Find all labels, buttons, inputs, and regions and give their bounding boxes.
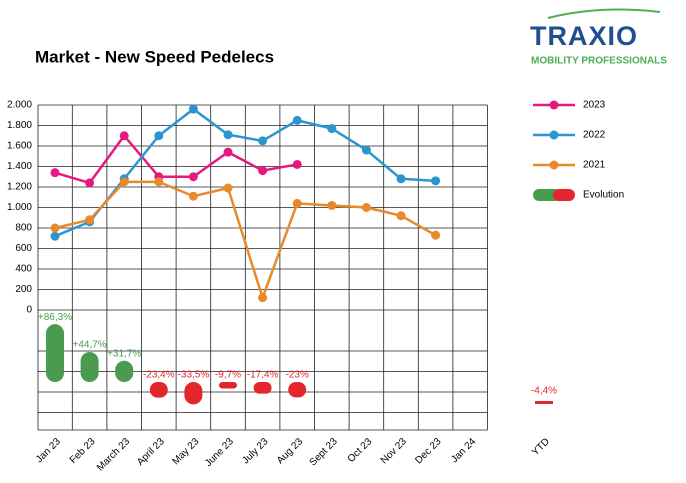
y-tick-label: 2.000	[7, 100, 32, 111]
evolution-label: -33,5%	[178, 370, 210, 381]
logo: TRAXIO MOBILITY PROFESSIONALS	[530, 8, 667, 67]
series-marker	[223, 147, 233, 157]
series-marker	[258, 136, 268, 146]
series-line	[54, 133, 298, 185]
evolution-bar	[46, 324, 64, 382]
evolution-label: -9,7%	[215, 370, 241, 381]
series-marker	[361, 145, 371, 155]
evolution-label: -23%	[286, 370, 309, 381]
series-marker	[292, 115, 302, 125]
series-marker	[50, 168, 60, 178]
y-tick-label: 1.000	[7, 202, 32, 213]
series-marker	[223, 183, 233, 193]
legend-label: 2021	[583, 160, 606, 171]
y-tick-label: 1.600	[7, 141, 32, 152]
evolution-bar	[115, 360, 134, 382]
legend-label: 2022	[583, 130, 606, 141]
x-tick-label: Jan 24	[449, 436, 478, 465]
evolution-bar	[253, 382, 272, 394]
evolution-bar	[288, 382, 307, 398]
series-marker	[292, 159, 302, 169]
legend-label: 2023	[583, 100, 606, 111]
series-marker	[119, 131, 129, 141]
series-marker	[223, 130, 233, 140]
evolution-bar	[149, 382, 168, 398]
evolution-label: -17,4%	[247, 370, 279, 381]
y-tick-label: 400	[15, 264, 32, 275]
evolution-label: +86,3%	[38, 312, 72, 323]
y-tick-label: 600	[15, 243, 32, 254]
x-tick-label: Feb 23	[68, 436, 98, 466]
series-marker	[258, 293, 268, 303]
x-tick-label: Oct 23	[346, 436, 375, 465]
x-tick-label: March 23	[95, 436, 133, 474]
y-tick-label: 800	[15, 223, 32, 234]
series-line	[54, 180, 437, 302]
series-marker	[119, 177, 129, 187]
y-tick-label: 1.200	[7, 182, 32, 193]
series-marker	[188, 191, 198, 201]
x-tick-label: Nov 23	[379, 436, 409, 466]
legend-marker	[549, 100, 559, 110]
y-tick-label: 200	[15, 284, 32, 295]
ytd-label: YTD	[530, 436, 552, 458]
series-marker	[85, 178, 95, 188]
legend-label: Evolution	[583, 190, 624, 201]
evolution-bar	[80, 352, 99, 382]
series-marker	[188, 104, 198, 114]
evolution-bar	[184, 382, 203, 405]
x-tick-label: June 23	[203, 436, 236, 469]
logo-swoosh	[547, 8, 661, 19]
series-line	[54, 107, 436, 238]
ytd-value-label: -4,4%	[531, 386, 557, 397]
series-marker	[431, 176, 441, 186]
x-tick-label: Sept 23	[308, 436, 340, 468]
series-marker	[396, 174, 406, 184]
logo-name: TRAXIO	[530, 21, 638, 51]
x-tick-label: Dec 23	[413, 436, 443, 466]
legend-marker	[549, 130, 559, 140]
evolution-label: -23,4%	[143, 370, 175, 381]
logo-tagline: MOBILITY PROFESSIONALS	[531, 56, 667, 67]
series-marker	[85, 215, 95, 225]
ytd-bar	[535, 401, 553, 404]
series-marker	[327, 124, 337, 134]
series-marker	[431, 230, 441, 240]
x-tick-label: Aug 23	[275, 436, 305, 466]
x-tick-label: April 23	[135, 436, 167, 468]
y-tick-label: 0	[26, 305, 32, 316]
evolution-label: +44,7%	[72, 340, 106, 351]
y-tick-label: 1.800	[7, 120, 32, 131]
y-tick-label: 1.400	[7, 161, 32, 172]
series-marker	[154, 131, 164, 141]
series-marker	[361, 203, 371, 212]
legend-marker	[549, 160, 559, 170]
series-marker	[50, 231, 60, 241]
legend-evolution-neg	[553, 189, 575, 201]
series-marker	[292, 198, 302, 208]
series-marker	[154, 177, 164, 187]
series-marker	[396, 211, 406, 221]
evolution-bar	[219, 382, 237, 389]
evolution-label: +31,7%	[107, 348, 141, 359]
series-marker	[188, 172, 198, 182]
series-marker	[327, 200, 337, 210]
series-marker	[50, 223, 60, 233]
x-tick-label: May 23	[170, 436, 201, 467]
x-tick-label: Jan 23	[34, 436, 63, 465]
chart-title: Market - New Speed Pedelecs	[35, 47, 274, 66]
x-tick-label: July 23	[240, 436, 270, 466]
series-marker	[258, 166, 268, 176]
